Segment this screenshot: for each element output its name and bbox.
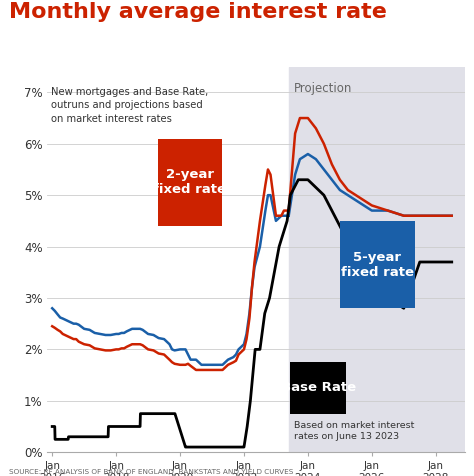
Text: Projection: Projection	[293, 82, 352, 95]
Text: Monthly average interest rate: Monthly average interest rate	[9, 2, 387, 22]
FancyBboxPatch shape	[340, 221, 415, 308]
Text: Based on market interest
rates on June 13 2023: Based on market interest rates on June 1…	[293, 421, 414, 441]
FancyBboxPatch shape	[290, 362, 346, 414]
FancyBboxPatch shape	[158, 139, 222, 226]
Bar	[289, 67, 474, 452]
Text: 5-year
fixed rate: 5-year fixed rate	[341, 250, 414, 278]
Text: New mortgages and Base Rate,
outruns and projections based
on market interest ra: New mortgages and Base Rate, outruns and…	[51, 87, 208, 124]
Text: SOURCE: RF ANALYSIS OF BANK OF ENGLAND, BANKSTATS AND YIELD CURVES: SOURCE: RF ANALYSIS OF BANK OF ENGLAND, …	[9, 468, 294, 475]
Text: Base Rate: Base Rate	[281, 381, 356, 395]
Text: 2-year
fixed rate: 2-year fixed rate	[153, 169, 226, 196]
